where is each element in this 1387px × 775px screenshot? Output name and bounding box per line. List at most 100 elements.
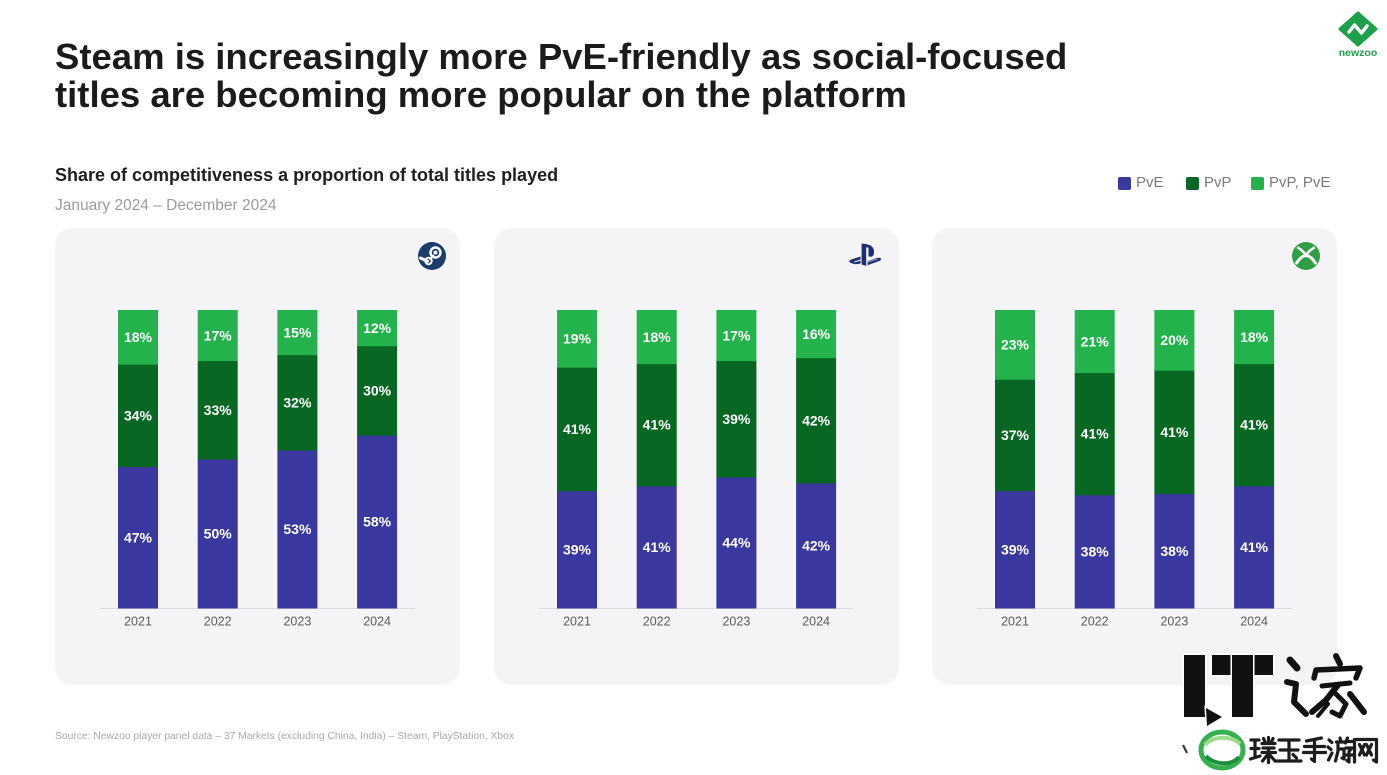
legend-swatch-pvp-pve — [1251, 176, 1264, 190]
bar-segment-pve-2024 — [796, 482, 837, 609]
data-label-pve-2022: 41% — [643, 539, 672, 555]
x-tick-label-2023: 2023 — [722, 615, 750, 629]
stacked-bar-chart-steam: 47% 34% 18% 2021 50% 33% 17% 2022 53% 32% 15% 2023 5… — [100, 310, 415, 629]
bar-segment-pve-2021 — [995, 490, 1035, 609]
bar-segment-pvp-2023 — [1154, 370, 1195, 495]
data-label-pvp-pve-2022: 17% — [204, 327, 233, 343]
data-label-pvp-2022: 41% — [1081, 426, 1110, 442]
bar-segment-pve-2021 — [118, 466, 158, 609]
bar-segment-pvp-pve-2021 — [995, 310, 1035, 380]
playstation-icon — [849, 243, 882, 266]
steam-icon — [418, 242, 446, 270]
watermark-site-logo — [1198, 729, 1246, 771]
chart-panel-steam: 47% 34% 18% 2021 50% 33% 17% 2022 53% 32% 15% 2023 5… — [55, 228, 460, 685]
stacked-bar-chart-xbox: 39% 37% 23% 2021 38% 41% 21% 2022 38% 41% 20% 2023 4… — [977, 310, 1292, 629]
bar-segment-pvp-2023 — [277, 354, 318, 451]
bar-segment-pvp-2022 — [636, 363, 677, 487]
data-label-pvp-2021: 41% — [563, 421, 592, 437]
watermark-mark — [1182, 744, 1188, 754]
data-label-pve-2023: 38% — [1160, 543, 1189, 559]
data-label-pvp-2022: 33% — [204, 402, 233, 418]
bar-segment-pve-2022 — [197, 459, 238, 609]
data-label-pvp-pve-2024: 12% — [363, 320, 392, 336]
data-label-pvp-pve-2021: 18% — [124, 329, 153, 345]
data-label-pvp-2021: 34% — [124, 407, 153, 423]
legend-item-pve: PvE — [1118, 173, 1164, 193]
bar-segment-pve-2024 — [357, 435, 398, 609]
x-tick-label-2024: 2024 — [1240, 615, 1268, 629]
bar-segment-pve-2023 — [716, 476, 757, 609]
x-tick-label-2024: 2024 — [802, 615, 830, 629]
legend-label-pvp-pve: PvP, PvE — [1269, 174, 1331, 191]
data-label-pvp-pve-2022: 18% — [643, 329, 672, 345]
chart-panel-playstation: 39% 41% 19% 2021 41% 41% 18% 2022 44% 39% 17% 2023 4… — [494, 228, 899, 685]
x-tick-label-2021: 2021 — [124, 615, 152, 629]
bar-segment-pve-2022 — [636, 485, 677, 609]
watermark-site-text — [1248, 735, 1379, 765]
x-tick-label-2022: 2022 — [643, 615, 671, 629]
data-label-pvp-pve-2023: 17% — [722, 327, 751, 343]
bar-segment-pvp-2024 — [1234, 363, 1275, 487]
bar-segment-pve-2021 — [557, 490, 597, 609]
bar-segment-pvp-pve-2023 — [716, 310, 757, 362]
legend-swatch-pvp — [1186, 176, 1199, 190]
bar-segment-pve-2024 — [1234, 485, 1275, 609]
page-title: Steam is increasingly more PvE-friendly … — [55, 35, 1068, 115]
data-label-pvp-2024: 42% — [802, 412, 831, 428]
data-label-pve-2022: 50% — [204, 526, 233, 542]
data-label-pve-2024: 41% — [1240, 539, 1269, 555]
page-title-line-1: Steam is increasingly more PvE-friendly … — [55, 35, 1068, 77]
data-label-pvp-pve-2023: 15% — [283, 324, 312, 340]
bar-segment-pvp-pve-2022 — [636, 310, 677, 365]
x-tick-label-2021: 2021 — [563, 615, 591, 629]
legend-label-pvp: PvP — [1204, 174, 1232, 191]
bar-segment-pve-2022 — [1074, 494, 1115, 609]
x-tick-label-2023: 2023 — [283, 615, 311, 629]
xbox-icon — [1292, 242, 1320, 270]
data-label-pve-2021: 47% — [124, 529, 153, 545]
x-tick-label-2021: 2021 — [1001, 615, 1029, 629]
bar-segment-pvp-pve-2022 — [1074, 310, 1115, 374]
bar-segment-pvp-pve-2023 — [1154, 310, 1195, 371]
data-label-pve-2024: 58% — [363, 514, 392, 530]
data-label-pvp-2024: 41% — [1240, 417, 1269, 433]
data-label-pvp-2021: 37% — [1001, 427, 1030, 443]
data-label-pvp-pve-2021: 23% — [1001, 337, 1030, 353]
legend-label-pve: PvE — [1136, 174, 1164, 191]
data-label-pvp-2023: 39% — [722, 411, 751, 427]
legend-item-pvp: PvP — [1186, 173, 1232, 193]
data-label-pve-2023: 53% — [283, 521, 312, 537]
bar-segment-pvp-2021 — [557, 367, 597, 492]
chart-heading: Share of competitiveness a proportion of… — [55, 165, 559, 185]
x-tick-label-2024: 2024 — [363, 615, 391, 629]
data-label-pvp-2023: 32% — [283, 394, 312, 410]
bar-segment-pvp-pve-2024 — [796, 310, 837, 359]
data-label-pve-2021: 39% — [563, 541, 592, 557]
bar-segment-pvp-2024 — [357, 345, 398, 436]
stacked-bar-chart-playstation: 39% 41% 19% 2021 41% 41% 18% 2022 44% 39% 17% 2023 4… — [539, 310, 854, 629]
bar-segment-pvp-pve-2023 — [277, 310, 318, 356]
page-title-line-2: titles are becoming more popular on the … — [55, 73, 907, 115]
bar-segment-pvp-2024 — [796, 357, 837, 484]
data-label-pvp-pve-2024: 16% — [802, 326, 831, 342]
bar-segment-pvp-pve-2024 — [1234, 310, 1275, 365]
data-label-pvp-pve-2023: 20% — [1160, 332, 1189, 348]
newzoo-logo-text: newzoo — [1338, 47, 1378, 59]
newzoo-logo-icon — [1338, 11, 1378, 47]
chart-period: January 2024 – December 2024 — [55, 197, 277, 214]
x-tick-label-2022: 2022 — [1081, 615, 1109, 629]
bar-segment-pvp-pve-2021 — [557, 310, 597, 368]
bar-segment-pve-2023 — [1154, 493, 1195, 609]
bar-segment-pvp-2023 — [716, 360, 757, 478]
x-tick-label-2023: 2023 — [1160, 615, 1188, 629]
bar-segment-pvp-2022 — [1074, 372, 1115, 496]
x-tick-label-2022: 2022 — [204, 615, 232, 629]
data-label-pve-2021: 39% — [1001, 541, 1030, 557]
bar-segment-pvp-2021 — [118, 364, 158, 468]
bar-segment-pve-2023 — [277, 450, 318, 609]
bar-segment-pvp-2022 — [197, 360, 238, 460]
legend-swatch-pve — [1118, 176, 1131, 190]
data-label-pvp-2023: 41% — [1160, 424, 1189, 440]
data-label-pve-2024: 42% — [802, 537, 831, 553]
